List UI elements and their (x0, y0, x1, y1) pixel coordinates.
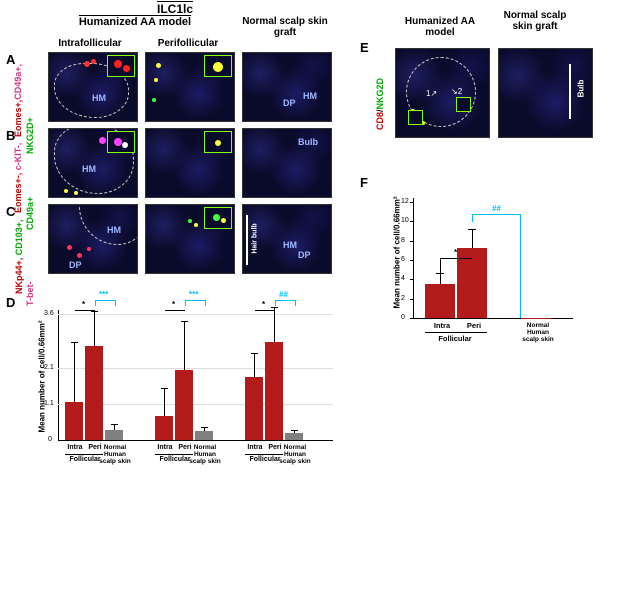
d-tick-2: 2.1 (44, 364, 54, 371)
marker-c-2: CD103+, (14, 219, 24, 255)
label-dp-a: DP (283, 98, 296, 108)
micro-a-peri (145, 52, 235, 122)
chart-d-bar (65, 402, 83, 441)
sub-peri: Perifollicular (148, 38, 228, 49)
header-humanized: Humanized AA model (45, 16, 225, 28)
micro-c-peri (145, 204, 235, 274)
label-hm-c2: HM (283, 240, 297, 250)
header-normal-e: Normal scalp skin graft (495, 10, 575, 32)
chart-f-bar (425, 284, 455, 318)
label-hairbulb: Hair bulb (252, 223, 259, 253)
micro-b-normal: Bulb (242, 128, 332, 198)
micro-c-normal: Hair bulb HM DP (242, 204, 332, 274)
micro-e-humanized: 1↗ ↘2 (395, 48, 490, 138)
label-hm-b: HM (82, 164, 96, 174)
chart-d-bar (85, 346, 103, 441)
micro-e-normal: Bulb (498, 48, 593, 138)
header-ilc: ILC1lc (110, 2, 240, 16)
marker-e-1: CD8 (375, 112, 385, 130)
chart-d-ylabel: Mean number of cell/0.66mm² (38, 317, 47, 437)
chart-d-bar (175, 370, 193, 440)
chart-f: Mean number of cell/0.66mm² 024681012Int… (385, 188, 585, 388)
marker-b-2: c-KIT-, (13, 143, 23, 171)
chart-d-bar (265, 342, 283, 440)
d-tick-1: 1.1 (44, 400, 54, 407)
panel-e-label: E (360, 40, 369, 55)
micro-c-intra: HM DP (48, 204, 138, 274)
label-bulb-e: Bulb (577, 80, 586, 98)
micro-a-normal: DP HM (242, 52, 332, 122)
marker-e-sep: / (375, 109, 385, 112)
arrow-2: ↘2 (451, 87, 462, 96)
chart-d-bar (195, 431, 213, 440)
label-bulb-b: Bulb (298, 137, 318, 147)
header-normal-graft: Normal scalp skin graft (235, 16, 335, 38)
marker-e: CD8/NKG2D (375, 50, 385, 130)
d-tick-0: 0 (48, 436, 52, 443)
micro-a-intra: HM (48, 52, 138, 122)
micro-b-intra: HM (48, 128, 138, 198)
header-humanized-e: Humanized AA model (395, 16, 485, 38)
d-tick-3: 3.6 (44, 310, 54, 317)
label-hm: HM (92, 93, 106, 103)
sub-intra: Intrafollicular (50, 38, 130, 49)
chart-d-bar (245, 377, 263, 440)
micro-b-peri (145, 128, 235, 198)
chart-d-bar (285, 433, 303, 440)
chart-d: Mean number of cell/0.66mm² 0 1.1 2.1 3.… (30, 300, 340, 510)
panel-d-label: D (6, 295, 15, 310)
chart-f-bar (457, 248, 487, 318)
marker-c-1: NKp44+, (14, 258, 24, 294)
label-dp-c2: DP (298, 250, 311, 260)
label-hm-a2: HM (303, 91, 317, 101)
label-hm-c: HM (107, 225, 121, 235)
panel-f-label: F (360, 175, 368, 190)
arrow-1: 1↗ (426, 89, 437, 98)
marker-a-2: CD49a+, (13, 64, 23, 100)
marker-c: NKp44+, CD103+, (14, 184, 24, 294)
chart-f-bar (521, 318, 551, 319)
marker-e-2: NKG2D (375, 78, 385, 110)
chart-d-bar (105, 430, 123, 441)
label-dp-c: DP (69, 260, 82, 270)
marker-c-bottom: T-bet- (25, 206, 35, 306)
chart-d-bar (155, 416, 173, 441)
